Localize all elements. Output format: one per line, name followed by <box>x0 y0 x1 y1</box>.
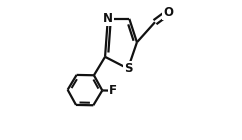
Text: N: N <box>103 12 113 25</box>
Text: F: F <box>109 84 117 97</box>
Text: S: S <box>124 62 132 75</box>
Text: O: O <box>163 6 173 19</box>
